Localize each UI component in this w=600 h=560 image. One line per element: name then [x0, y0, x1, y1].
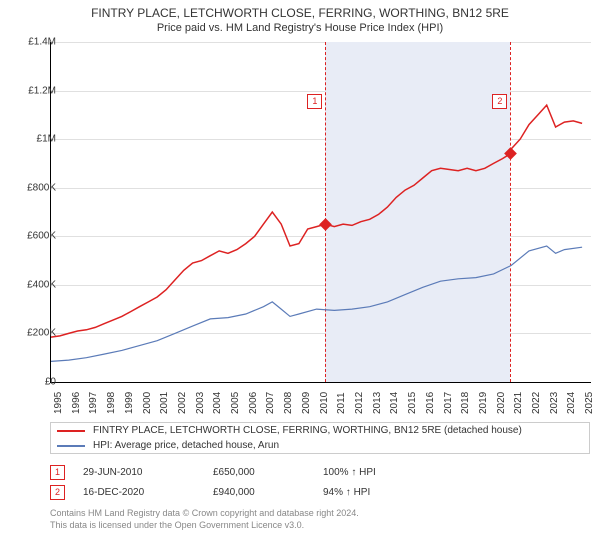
chart-title: FINTRY PLACE, LETCHWORTH CLOSE, FERRING,…: [0, 0, 600, 22]
y-tick-label: £1M: [6, 134, 56, 145]
license-text: Contains HM Land Registry data © Crown c…: [50, 508, 359, 531]
x-tick-label: 2009: [301, 392, 312, 414]
y-tick-label: £1.4M: [6, 37, 56, 48]
x-tick-label: 2014: [389, 392, 400, 414]
legend-label: FINTRY PLACE, LETCHWORTH CLOSE, FERRING,…: [93, 425, 522, 436]
y-tick-label: £200K: [6, 328, 56, 339]
license-line-2: This data is licensed under the Open Gov…: [50, 520, 359, 532]
x-tick-label: 2008: [283, 392, 294, 414]
x-tick-label: 2024: [566, 392, 577, 414]
plot-area: 12: [50, 42, 591, 383]
series-hpi: [51, 246, 582, 361]
transaction-row: 2 16-DEC-2020£940,00094% ↑ HPI: [50, 482, 588, 502]
legend-swatch: [57, 445, 85, 447]
x-tick-label: 2018: [460, 392, 471, 414]
x-tick-label: 2017: [443, 392, 454, 414]
x-tick-label: 1999: [124, 392, 135, 414]
series-lines: [51, 42, 591, 382]
x-tick-label: 2011: [336, 392, 347, 414]
x-tick-label: 1997: [88, 392, 99, 414]
series-price_paid: [51, 105, 582, 337]
x-tick-label: 2002: [177, 392, 188, 414]
x-tick-label: 1996: [71, 392, 82, 414]
chart-container: FINTRY PLACE, LETCHWORTH CLOSE, FERRING,…: [0, 0, 600, 560]
transaction-row: 1 29-JUN-2010£650,000100% ↑ HPI: [50, 462, 588, 482]
x-tick-label: 2019: [478, 392, 489, 414]
legend-swatch: [57, 430, 85, 432]
x-tick-label: 1995: [53, 392, 64, 414]
transaction-price: £650,000: [213, 467, 323, 478]
x-tick-label: 1998: [106, 392, 117, 414]
x-tick-label: 2020: [496, 392, 507, 414]
y-tick-label: £1.2M: [6, 85, 56, 96]
chart-subtitle: Price paid vs. HM Land Registry's House …: [0, 22, 600, 38]
y-tick-label: £800K: [6, 182, 56, 193]
x-tick-label: 2021: [513, 392, 524, 414]
transaction-pct: 100% ↑ HPI: [323, 467, 433, 478]
x-tick-label: 2010: [319, 392, 330, 414]
legend: FINTRY PLACE, LETCHWORTH CLOSE, FERRING,…: [50, 422, 590, 454]
legend-label: HPI: Average price, detached house, Arun: [93, 440, 279, 451]
x-tick-label: 2003: [195, 392, 206, 414]
x-tick-label: 2006: [248, 392, 259, 414]
x-tick-label: 2005: [230, 392, 241, 414]
y-tick-label: £600K: [6, 231, 56, 242]
x-tick-label: 2013: [372, 392, 383, 414]
transaction-pct: 94% ↑ HPI: [323, 487, 433, 498]
y-tick-label: £0: [6, 377, 56, 388]
x-tick-label: 2001: [159, 392, 170, 414]
x-tick-label: 2015: [407, 392, 418, 414]
transaction-price: £940,000: [213, 487, 323, 498]
x-tick-label: 2004: [212, 392, 223, 414]
license-line-1: Contains HM Land Registry data © Crown c…: [50, 508, 359, 520]
transaction-marker: 2: [50, 485, 65, 500]
x-tick-label: 2023: [549, 392, 560, 414]
transaction-marker: 1: [50, 465, 65, 480]
x-tick-label: 2022: [531, 392, 542, 414]
transactions-table: 1 29-JUN-2010£650,000100% ↑ HPI 2 16-DEC-20…: [50, 462, 588, 502]
legend-row: FINTRY PLACE, LETCHWORTH CLOSE, FERRING,…: [51, 423, 589, 438]
x-tick-label: 2000: [142, 392, 153, 414]
transaction-date: 16-DEC-2020: [83, 487, 213, 498]
legend-row: HPI: Average price, detached house, Arun: [51, 438, 589, 453]
x-tick-label: 2016: [425, 392, 436, 414]
y-tick-label: £400K: [6, 279, 56, 290]
x-tick-label: 2025: [584, 392, 595, 414]
transaction-date: 29-JUN-2010: [83, 467, 213, 478]
x-tick-label: 2007: [265, 392, 276, 414]
x-tick-label: 2012: [354, 392, 365, 414]
